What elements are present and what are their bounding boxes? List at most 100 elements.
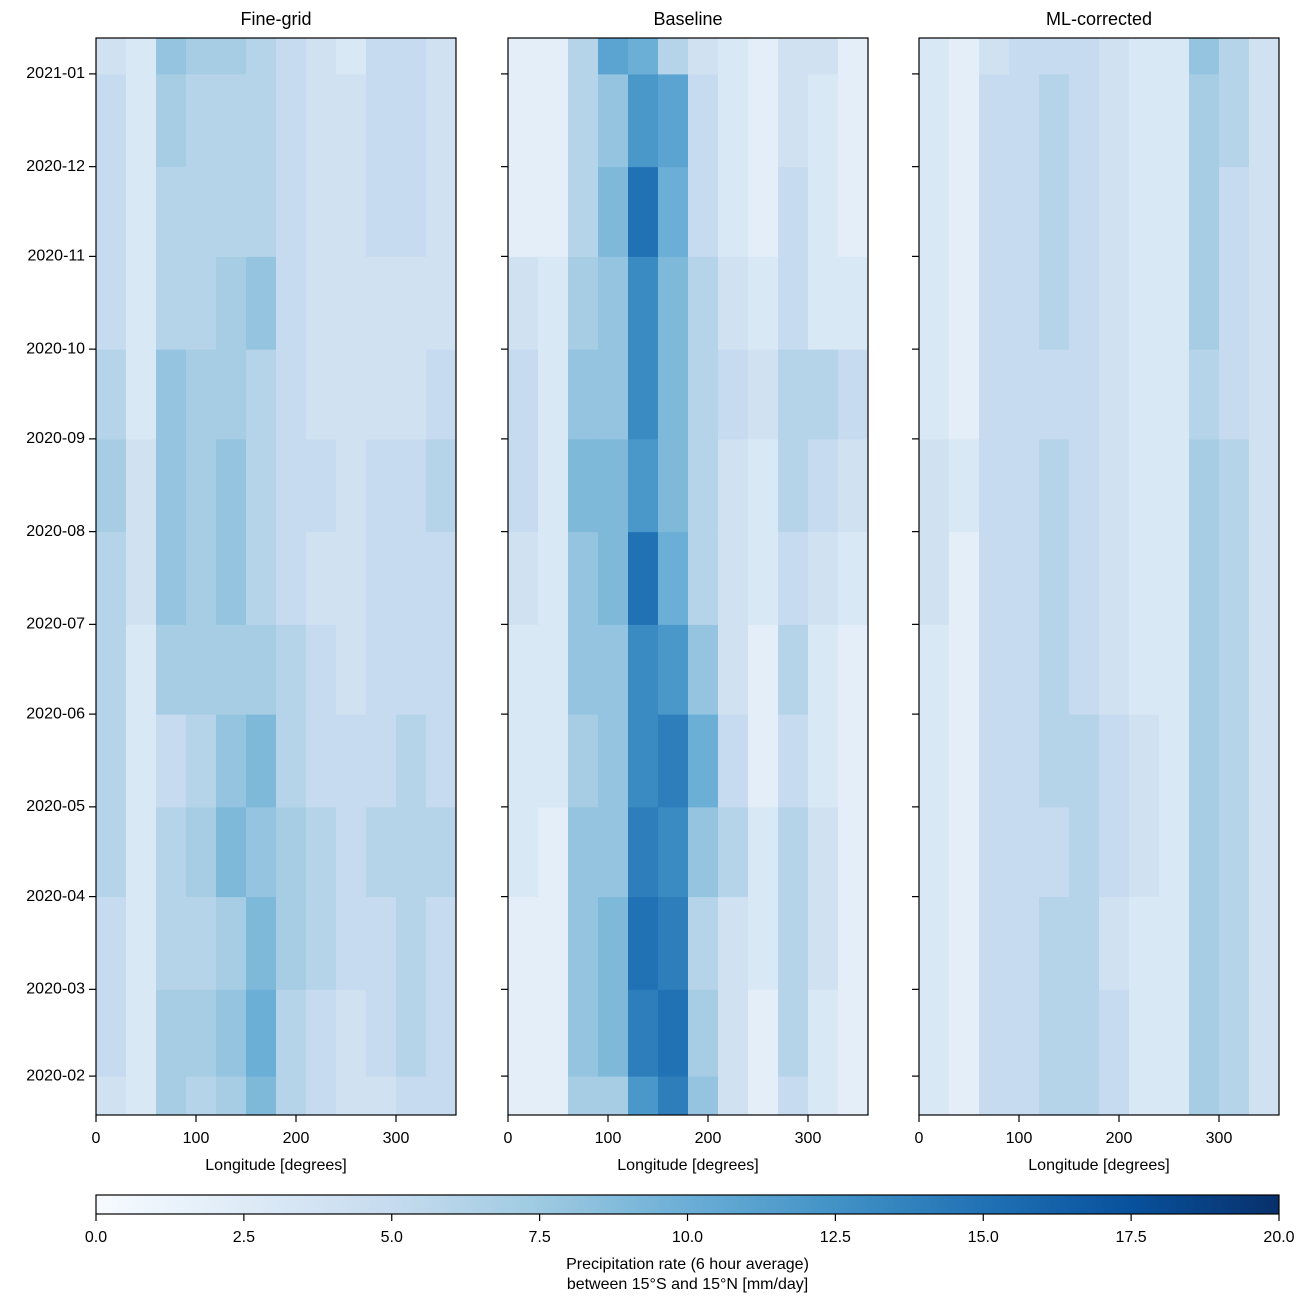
heat-cell bbox=[186, 349, 217, 440]
heat-cell bbox=[658, 896, 689, 990]
x-axis-label: Longitude [degrees] bbox=[617, 1157, 758, 1174]
heat-cell bbox=[718, 349, 749, 440]
y-tick-label: 2020-08 bbox=[26, 523, 85, 540]
heat-cell bbox=[949, 73, 980, 168]
heat-cell bbox=[979, 349, 1010, 440]
heat-cell bbox=[426, 714, 457, 808]
heat-cell bbox=[688, 989, 719, 1077]
heat-cell bbox=[126, 896, 157, 990]
heat-cell bbox=[838, 256, 869, 350]
heat-cell bbox=[808, 989, 839, 1077]
heat-cell bbox=[979, 896, 1010, 990]
heat-cell bbox=[1039, 714, 1070, 808]
heat-cell bbox=[568, 73, 599, 168]
heat-cell bbox=[508, 531, 539, 625]
x-tick-label: 200 bbox=[1106, 1130, 1133, 1147]
heat-cell bbox=[156, 73, 187, 168]
heat-cell bbox=[688, 714, 719, 808]
heat-cell bbox=[1249, 166, 1280, 257]
heat-cell bbox=[1099, 38, 1130, 75]
heat-cell bbox=[1129, 1076, 1160, 1116]
heat-cell bbox=[979, 624, 1010, 715]
heat-cell bbox=[426, 38, 457, 75]
heat-cell bbox=[366, 73, 397, 168]
heat-cell bbox=[538, 438, 569, 533]
heat-cell bbox=[1189, 73, 1220, 168]
heat-cell bbox=[598, 989, 629, 1077]
heat-cell bbox=[396, 38, 427, 75]
heat-cell bbox=[336, 714, 367, 808]
heat-cell bbox=[306, 349, 337, 440]
heat-cell bbox=[778, 624, 809, 715]
heat-cell bbox=[628, 349, 659, 440]
heat-cell bbox=[979, 989, 1010, 1077]
heat-cell bbox=[426, 256, 457, 350]
heat-cell bbox=[979, 73, 1010, 168]
heat-cell bbox=[1069, 166, 1100, 257]
heat-cell bbox=[306, 438, 337, 533]
heat-cell bbox=[568, 1076, 599, 1116]
heat-cell bbox=[246, 73, 277, 168]
heat-cell bbox=[246, 714, 277, 808]
heat-cell bbox=[949, 896, 980, 990]
heat-cell bbox=[1009, 989, 1040, 1077]
heat-cell bbox=[306, 714, 337, 808]
heat-cell bbox=[366, 38, 397, 75]
heat-cell bbox=[1189, 38, 1220, 75]
heat-cell bbox=[96, 989, 127, 1077]
heat-cell bbox=[1009, 73, 1040, 168]
heat-cell bbox=[538, 896, 569, 990]
heat-cell bbox=[598, 896, 629, 990]
heat-cell bbox=[1099, 531, 1130, 625]
heat-cell bbox=[306, 989, 337, 1077]
heat-cell bbox=[186, 714, 217, 808]
y-tick-label: 2020-04 bbox=[26, 888, 85, 905]
heat-cell bbox=[1189, 989, 1220, 1077]
heat-cell bbox=[1129, 896, 1160, 990]
heat-cell bbox=[366, 256, 397, 350]
heat-cell bbox=[96, 38, 127, 75]
heat-cell bbox=[949, 806, 980, 898]
heat-cell bbox=[1129, 624, 1160, 715]
heat-cell bbox=[246, 256, 277, 350]
heat-cell bbox=[748, 256, 779, 350]
heat-cell bbox=[306, 1076, 337, 1116]
heat-cell bbox=[1069, 806, 1100, 898]
heat-cell bbox=[276, 1076, 307, 1116]
heat-cell bbox=[156, 989, 187, 1077]
heat-cell bbox=[96, 1076, 127, 1116]
heat-cell bbox=[366, 531, 397, 625]
heat-cell bbox=[748, 438, 779, 533]
heat-cell bbox=[838, 349, 869, 440]
heat-cell bbox=[246, 624, 277, 715]
heat-cell bbox=[838, 989, 869, 1077]
colorbar-tick-label: 12.5 bbox=[820, 1229, 851, 1246]
heat-cell bbox=[1249, 714, 1280, 808]
heat-cell bbox=[628, 531, 659, 625]
y-tick-label: 2020-11 bbox=[27, 248, 85, 265]
heat-cell bbox=[658, 73, 689, 168]
heat-cell bbox=[126, 166, 157, 257]
heat-cell bbox=[979, 256, 1010, 350]
heat-cell bbox=[1129, 438, 1160, 533]
x-tick-label: 300 bbox=[383, 1130, 410, 1147]
heat-cell bbox=[246, 806, 277, 898]
heat-cell bbox=[658, 624, 689, 715]
heat-cell bbox=[778, 1076, 809, 1116]
heat-cell bbox=[598, 438, 629, 533]
heat-cell bbox=[598, 806, 629, 898]
heat-cell bbox=[508, 896, 539, 990]
heat-cell bbox=[688, 438, 719, 533]
heat-cell bbox=[396, 806, 427, 898]
x-tick-label: 200 bbox=[695, 1130, 722, 1147]
heat-cell bbox=[156, 256, 187, 350]
heat-cell bbox=[838, 1076, 869, 1116]
heat-cell bbox=[598, 714, 629, 808]
heat-cell bbox=[919, 714, 950, 808]
heat-cell bbox=[1099, 989, 1130, 1077]
heat-cell bbox=[156, 714, 187, 808]
heat-cell bbox=[96, 256, 127, 350]
heat-cell bbox=[628, 714, 659, 808]
heat-cell bbox=[688, 896, 719, 990]
heat-cell bbox=[538, 531, 569, 625]
